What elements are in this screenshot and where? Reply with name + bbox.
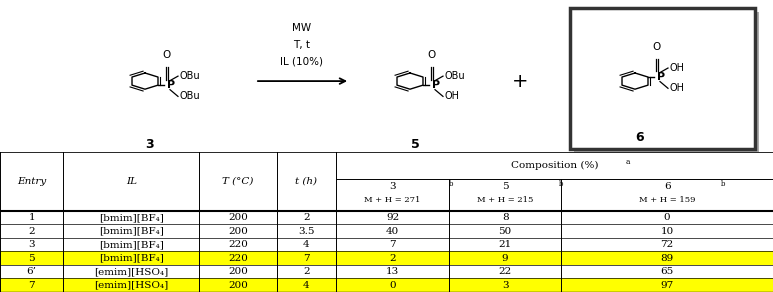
Text: 3.5: 3.5 xyxy=(298,227,315,236)
Text: 7: 7 xyxy=(29,281,35,290)
Text: 220: 220 xyxy=(228,240,248,249)
Bar xyxy=(0,251,773,265)
Text: t (h): t (h) xyxy=(295,177,318,186)
Text: [bmim][BF₄]: [bmim][BF₄] xyxy=(99,227,164,236)
Text: OBu: OBu xyxy=(445,71,465,81)
Text: 5: 5 xyxy=(410,138,420,151)
Text: 6: 6 xyxy=(635,131,645,144)
Text: 2: 2 xyxy=(390,254,396,263)
Text: a: a xyxy=(626,158,630,166)
Text: 3: 3 xyxy=(502,281,509,290)
Bar xyxy=(0,279,773,292)
Text: 40: 40 xyxy=(386,227,400,236)
Text: 8: 8 xyxy=(502,213,509,222)
Text: IL: IL xyxy=(126,177,137,186)
Text: b: b xyxy=(720,180,725,187)
Bar xyxy=(0,265,773,279)
Bar xyxy=(0,238,773,251)
Text: IL (10%): IL (10%) xyxy=(281,57,323,67)
Text: O: O xyxy=(163,50,171,60)
Text: 22: 22 xyxy=(499,267,512,276)
Text: P: P xyxy=(657,72,665,82)
Text: 21: 21 xyxy=(499,240,512,249)
Text: 92: 92 xyxy=(386,213,400,222)
Text: 13: 13 xyxy=(386,267,400,276)
Text: OH: OH xyxy=(445,91,460,101)
Text: M + H = 271: M + H = 271 xyxy=(365,197,421,204)
Bar xyxy=(574,12,759,153)
Text: 7: 7 xyxy=(390,240,396,249)
Text: 3: 3 xyxy=(145,138,155,151)
Text: O: O xyxy=(653,42,661,52)
Text: 0: 0 xyxy=(664,213,670,222)
Text: 4: 4 xyxy=(303,240,310,249)
Text: 6: 6 xyxy=(664,182,670,191)
Text: 200: 200 xyxy=(228,281,248,290)
Text: P: P xyxy=(167,80,175,90)
Text: P: P xyxy=(432,80,440,90)
Text: [bmim][BF₄]: [bmim][BF₄] xyxy=(99,254,164,263)
Text: 50: 50 xyxy=(499,227,512,236)
Text: MW: MW xyxy=(292,23,312,33)
Bar xyxy=(0,224,773,238)
Text: 0: 0 xyxy=(390,281,396,290)
Text: 2: 2 xyxy=(303,267,310,276)
Text: [bmim][BF₄]: [bmim][BF₄] xyxy=(99,240,164,249)
Text: 4: 4 xyxy=(303,281,310,290)
Text: +: + xyxy=(512,72,528,91)
Text: 2: 2 xyxy=(303,213,310,222)
Text: 89: 89 xyxy=(660,254,674,263)
Text: 200: 200 xyxy=(228,213,248,222)
Text: 3: 3 xyxy=(29,240,35,249)
Text: 72: 72 xyxy=(660,240,674,249)
Bar xyxy=(0,211,773,224)
Text: 97: 97 xyxy=(660,281,674,290)
Bar xyxy=(0,152,773,211)
Text: 3: 3 xyxy=(390,182,396,191)
Text: 5: 5 xyxy=(29,254,35,263)
Text: 2: 2 xyxy=(29,227,35,236)
Text: Entry: Entry xyxy=(17,177,46,186)
Text: T (°C): T (°C) xyxy=(223,177,254,186)
Text: 5: 5 xyxy=(502,182,509,191)
Text: OH: OH xyxy=(670,83,685,93)
Text: 65: 65 xyxy=(660,267,674,276)
Bar xyxy=(570,8,755,149)
Text: b: b xyxy=(559,180,563,187)
Text: T, t: T, t xyxy=(294,40,311,50)
Text: [bmim][BF₄]: [bmim][BF₄] xyxy=(99,213,164,222)
Text: 7: 7 xyxy=(303,254,310,263)
Text: 200: 200 xyxy=(228,267,248,276)
Text: 1: 1 xyxy=(29,213,35,222)
Text: M + H = 215: M + H = 215 xyxy=(477,197,533,204)
Text: M + H = 159: M + H = 159 xyxy=(638,197,696,204)
Text: OBu: OBu xyxy=(180,71,201,81)
Text: OH: OH xyxy=(670,63,685,73)
Text: 220: 220 xyxy=(228,254,248,263)
Text: 9: 9 xyxy=(502,254,509,263)
Text: OBu: OBu xyxy=(180,91,201,101)
Text: 200: 200 xyxy=(228,227,248,236)
Text: O: O xyxy=(428,50,436,60)
Text: [emim][HSO₄]: [emim][HSO₄] xyxy=(94,267,169,276)
Text: Composition (%): Composition (%) xyxy=(511,161,598,170)
Text: 6’: 6’ xyxy=(27,267,36,276)
Text: 10: 10 xyxy=(660,227,674,236)
Text: [emim][HSO₄]: [emim][HSO₄] xyxy=(94,281,169,290)
Text: b: b xyxy=(448,180,453,187)
